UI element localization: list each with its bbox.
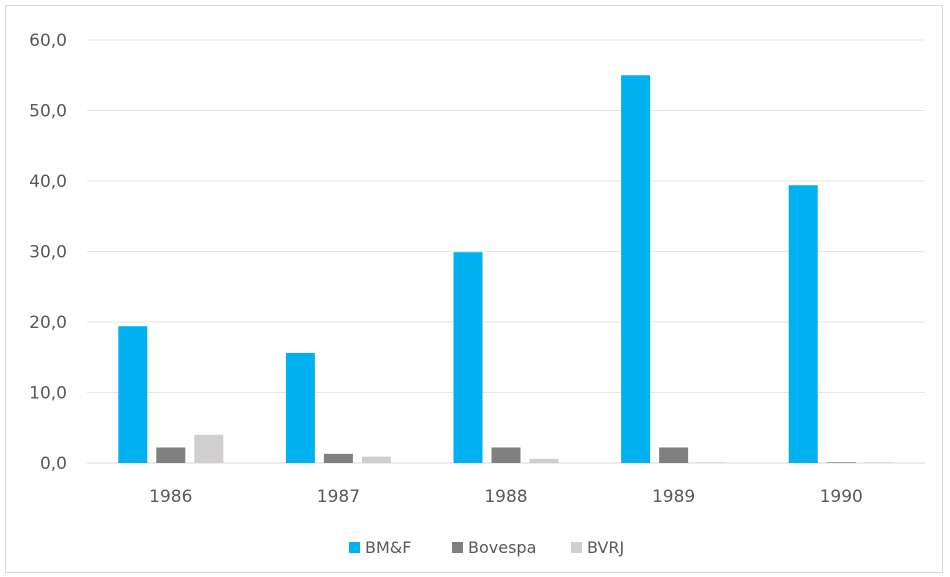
legend-swatch bbox=[349, 542, 360, 553]
bars bbox=[118, 75, 894, 464]
legend-label: BVRJ bbox=[587, 538, 624, 557]
y-tick-label: 20,0 bbox=[29, 313, 67, 333]
bar-bovespa-1989 bbox=[659, 447, 689, 463]
bar-bmf-1990 bbox=[788, 185, 818, 464]
legend-label: Bovespa bbox=[468, 538, 536, 557]
bar-bvrj-1987 bbox=[361, 456, 391, 463]
bar-bovespa-1987 bbox=[323, 453, 353, 463]
bar-bmf-1986 bbox=[118, 326, 148, 463]
bar-bmf-1989 bbox=[621, 75, 651, 463]
legend-label: BM&F bbox=[365, 538, 411, 557]
legend: BM&F Bovespa BVRJ bbox=[349, 538, 624, 557]
y-tick-label: 0,0 bbox=[40, 454, 67, 474]
y-axis-ticks: 0,0 10,0 20,0 30,0 40,0 50,0 60,0 bbox=[29, 31, 67, 474]
bar-bovespa-1988 bbox=[491, 447, 521, 463]
bar-bmf-1988 bbox=[453, 252, 483, 463]
x-tick-label: 1989 bbox=[652, 487, 695, 507]
bar-bovespa-1990 bbox=[826, 462, 856, 463]
y-tick-label: 50,0 bbox=[29, 102, 67, 122]
x-tick-label: 1987 bbox=[317, 487, 360, 507]
x-axis-ticks: 1986 1987 1988 1989 1990 bbox=[149, 487, 863, 507]
y-tick-label: 30,0 bbox=[29, 243, 67, 263]
bar-bvrj-1986 bbox=[194, 434, 224, 463]
gridlines bbox=[87, 39, 925, 464]
bar-bmf-1987 bbox=[285, 353, 315, 463]
x-tick-label: 1990 bbox=[820, 487, 863, 507]
y-tick-label: 40,0 bbox=[29, 172, 67, 192]
bar-bvrj-1988 bbox=[529, 458, 559, 463]
bar-bvrj-1989 bbox=[697, 462, 727, 463]
bar-bvrj-1990 bbox=[864, 462, 894, 463]
legend-swatch bbox=[571, 542, 582, 553]
y-tick-label: 60,0 bbox=[29, 31, 67, 51]
bar-bovespa-1986 bbox=[156, 447, 186, 463]
x-tick-label: 1988 bbox=[484, 487, 527, 507]
x-tick-label: 1986 bbox=[149, 487, 192, 507]
legend-swatch bbox=[452, 542, 463, 553]
y-tick-label: 10,0 bbox=[29, 384, 67, 404]
